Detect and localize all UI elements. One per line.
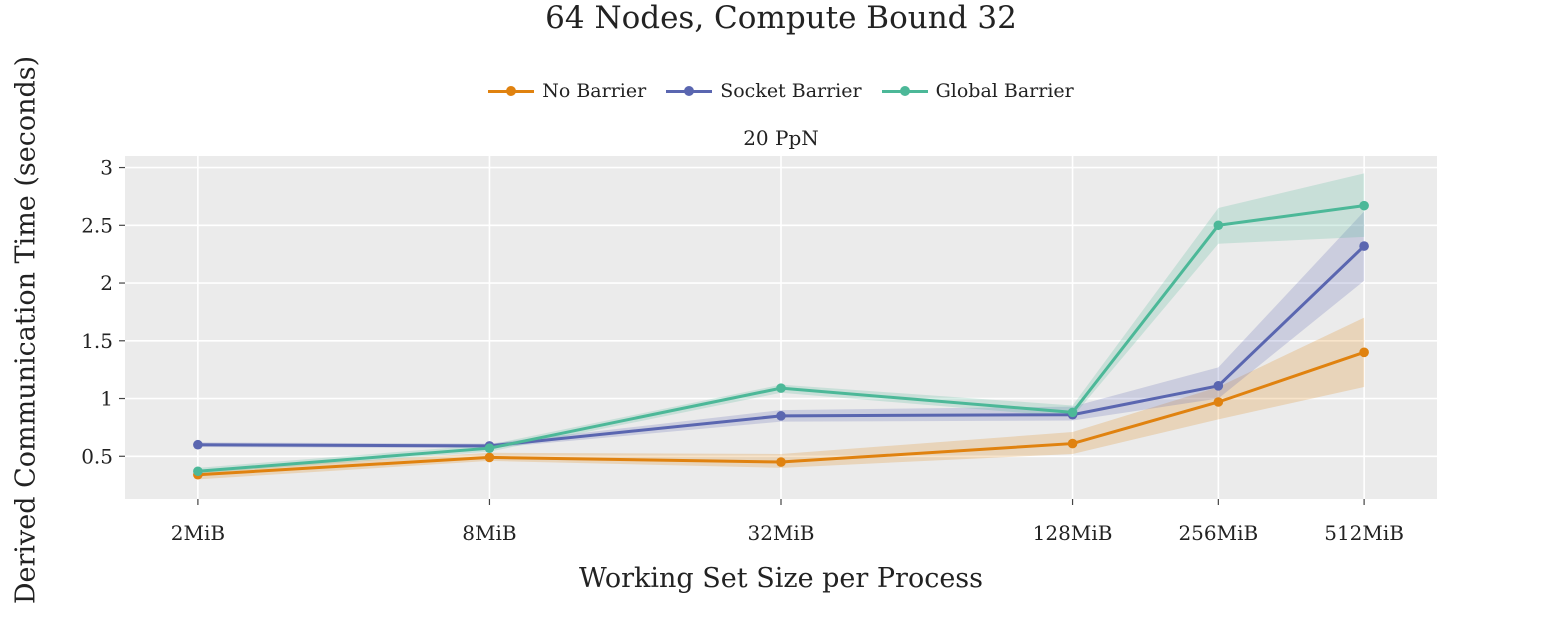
- series-line-no-barrier: [197, 350, 1365, 477]
- y-tick-label: 1: [100, 387, 113, 411]
- legend: No Barrier Socket Barrier Global Barrier: [0, 80, 1562, 102]
- data-point-socket-barrier: [1213, 381, 1224, 391]
- confidence-band-global-barrier: [197, 173, 1365, 474]
- data-point-global-barrier: [1067, 407, 1078, 418]
- legend-label: Socket Barrier: [720, 80, 862, 102]
- legend-label: No Barrier: [542, 80, 647, 102]
- x-axis-label: Working Set Size per Process: [578, 563, 984, 594]
- data-point-global-barrier: [484, 443, 495, 453]
- series-line-socket-barrier: [197, 244, 1366, 448]
- data-point-global-barrier: [193, 466, 203, 477]
- legend-swatch: [666, 84, 713, 98]
- panel-subtitle: 20 PpN: [743, 126, 819, 150]
- data-point-global-barrier: [1213, 220, 1224, 231]
- data-point-no-barrier: [1067, 438, 1078, 449]
- y-tick-label: 2: [100, 271, 113, 295]
- data-point-socket-barrier: [1359, 241, 1369, 251]
- data-point-socket-barrier: [193, 439, 203, 450]
- y-tick-label: 0.5: [81, 444, 113, 468]
- data-point-no-barrier: [776, 457, 786, 467]
- legend-item: Socket Barrier: [666, 80, 862, 102]
- legend-swatch: [881, 84, 928, 98]
- y-tick-label: 3: [100, 156, 113, 180]
- x-tick-label: 8MiB: [462, 521, 516, 545]
- data-point-global-barrier: [1359, 200, 1369, 211]
- chart-title: 64 Nodes, Compute Bound 32: [545, 0, 1017, 36]
- x-tick-label: 2MiB: [171, 521, 225, 545]
- data-point-socket-barrier: [776, 411, 786, 421]
- data-point-no-barrier: [484, 452, 495, 463]
- x-tick-label: 32MiB: [747, 521, 814, 545]
- data-point-no-barrier: [1359, 347, 1369, 358]
- y-tick-label: 2.5: [81, 213, 113, 237]
- legend-label: Global Barrier: [935, 80, 1074, 102]
- legend-item: No Barrier: [488, 80, 646, 102]
- y-tick-label: 1.5: [81, 329, 113, 353]
- x-tick-label: 512MiB: [1324, 521, 1404, 545]
- series-line-global-barrier: [197, 204, 1365, 473]
- data-point-global-barrier: [776, 383, 786, 393]
- legend-item: Global Barrier: [881, 80, 1074, 102]
- data-point-no-barrier: [1213, 397, 1224, 407]
- x-tick-label: 256MiB: [1178, 521, 1258, 545]
- x-tick-label: 128MiB: [1033, 521, 1113, 545]
- legend-swatch: [488, 84, 535, 98]
